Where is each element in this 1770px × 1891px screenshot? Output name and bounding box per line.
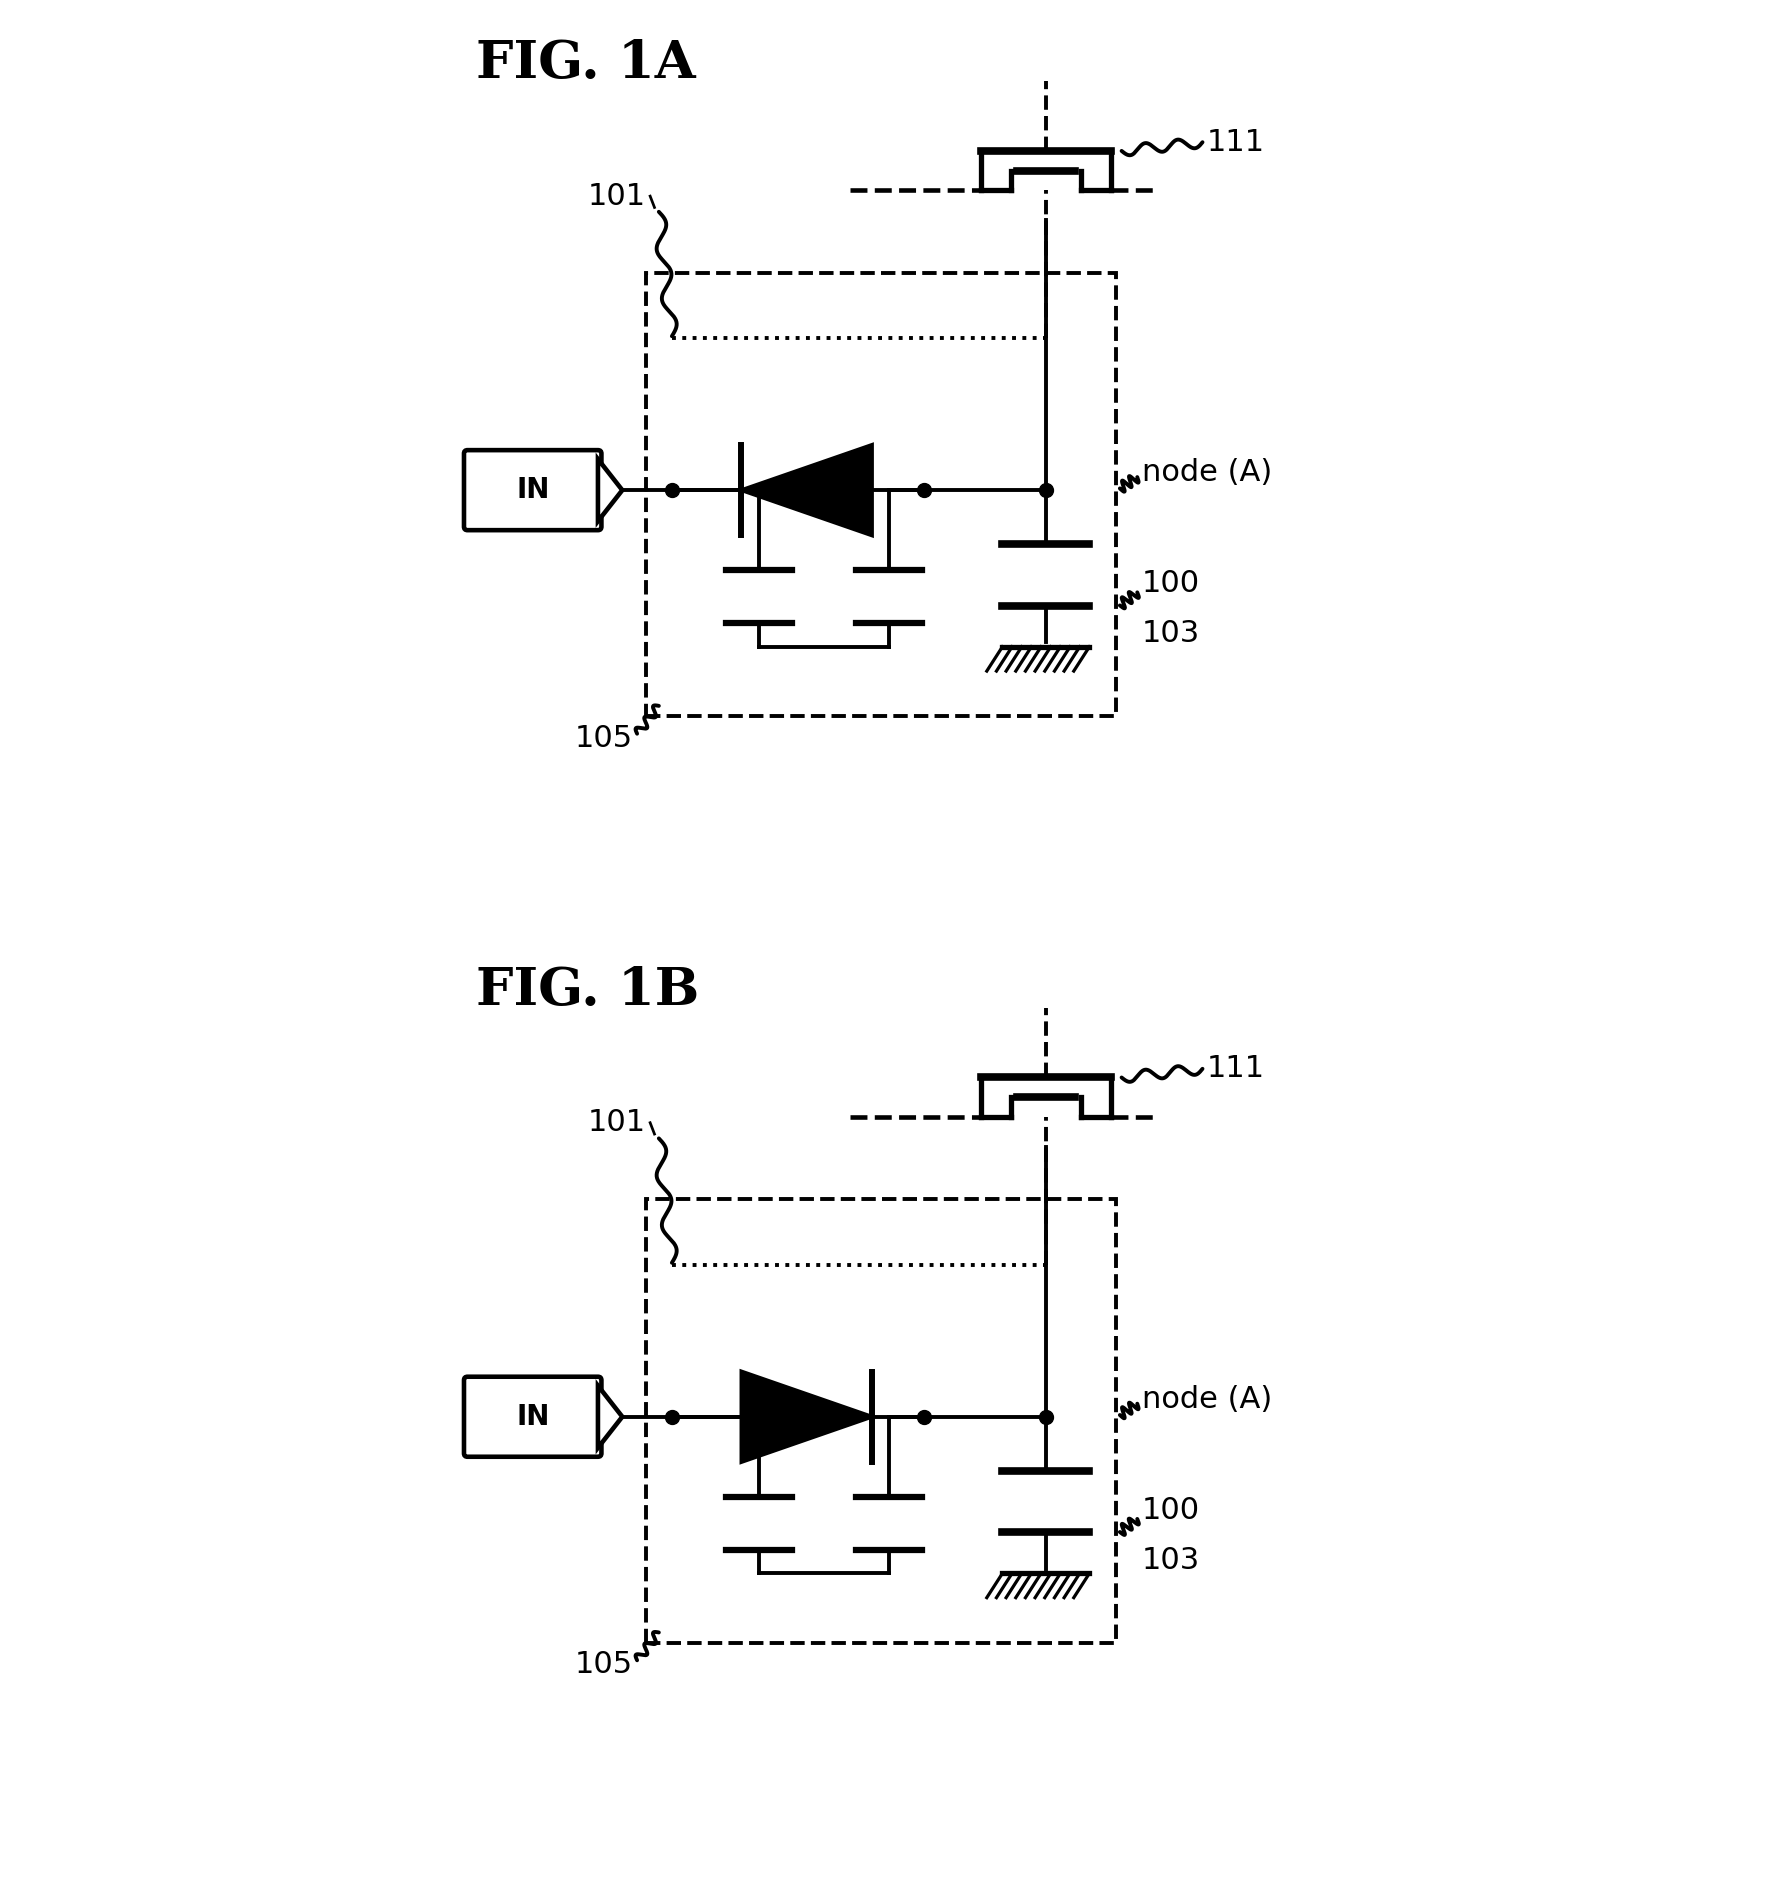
Text: 105: 105 bbox=[575, 1651, 632, 1679]
Text: 101: 101 bbox=[588, 1108, 646, 1136]
Text: node (A): node (A) bbox=[1142, 458, 1273, 488]
Text: 111: 111 bbox=[1207, 129, 1266, 157]
Text: 103: 103 bbox=[1142, 1545, 1200, 1575]
Text: FIG. 1B: FIG. 1B bbox=[476, 964, 699, 1015]
FancyBboxPatch shape bbox=[464, 1377, 602, 1456]
Text: node (A): node (A) bbox=[1142, 1384, 1273, 1414]
Polygon shape bbox=[598, 460, 623, 522]
Text: 101: 101 bbox=[588, 182, 646, 210]
Polygon shape bbox=[742, 444, 873, 535]
Text: FIG. 1A: FIG. 1A bbox=[476, 38, 696, 89]
Text: 103: 103 bbox=[1142, 618, 1200, 649]
Text: IN: IN bbox=[517, 1403, 549, 1431]
Text: 111: 111 bbox=[1207, 1055, 1266, 1084]
Text: IN: IN bbox=[517, 477, 549, 505]
Text: 105: 105 bbox=[575, 724, 632, 753]
Polygon shape bbox=[742, 1371, 873, 1462]
Text: 100: 100 bbox=[1142, 1496, 1200, 1524]
Text: 100: 100 bbox=[1142, 569, 1200, 598]
Polygon shape bbox=[598, 1386, 623, 1449]
FancyBboxPatch shape bbox=[464, 450, 602, 529]
